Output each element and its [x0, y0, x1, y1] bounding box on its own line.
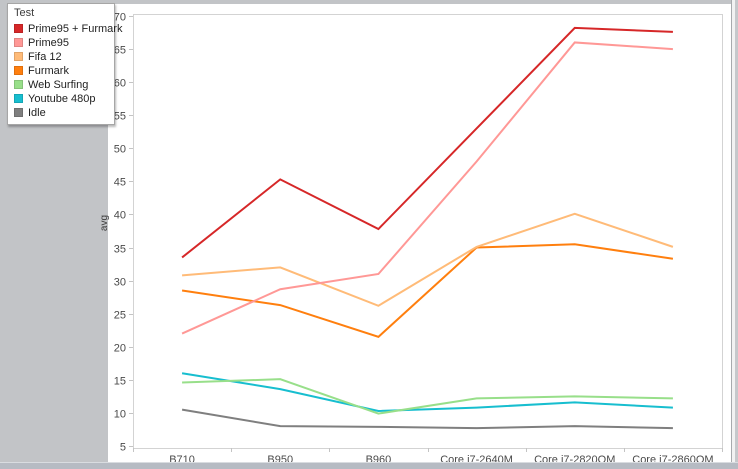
- y-tick-label: 35: [114, 244, 126, 256]
- legend-card[interactable]: Test Prime95 + Furmark Prime95 Fifa 12 Furm…: [7, 3, 122, 125]
- series-line-web-surfing[interactable]: [182, 378, 673, 415]
- y-tick-label: 55: [114, 111, 126, 123]
- legend-item-label: Furmark: [28, 64, 69, 77]
- series-line-idle[interactable]: [181, 408, 673, 430]
- legend-swatch-icon: [14, 24, 23, 33]
- series-line-prime95-furmark[interactable]: [181, 26, 673, 259]
- legend-swatch-icon: [14, 52, 23, 61]
- legend-item[interactable]: Prime95 + Furmark: [14, 22, 122, 35]
- legend-item-label: Fifa 12: [28, 50, 62, 63]
- y-tick-label: 45: [114, 177, 126, 189]
- series-line-youtube-480p[interactable]: [181, 372, 673, 412]
- legend-swatch-icon: [14, 38, 23, 47]
- series-line-furmark[interactable]: [181, 243, 674, 338]
- legend-item[interactable]: Idle: [14, 106, 114, 119]
- y-tick-label: 15: [114, 376, 126, 388]
- y-tick-label: 10: [114, 409, 126, 421]
- legend-item[interactable]: Web Surfing: [14, 78, 114, 91]
- window-bottom-edge: [0, 462, 738, 469]
- legend-item-label: Prime95: [28, 36, 69, 49]
- y-tick-label: 25: [114, 310, 126, 322]
- y-tick-label: 40: [114, 210, 126, 222]
- y-tick-label: 70: [114, 12, 126, 24]
- plot-border: [133, 14, 723, 449]
- legend-item-label: Prime95 + Furmark: [28, 22, 123, 35]
- y-tick-label: 30: [114, 277, 126, 289]
- legend-swatch-icon: [14, 94, 23, 103]
- legend-swatch-icon: [14, 80, 23, 89]
- legend-item[interactable]: Prime95: [14, 36, 114, 49]
- legend-swatch-icon: [14, 66, 23, 75]
- legend-item[interactable]: Youtube 480p: [14, 92, 114, 105]
- series-line-prime95[interactable]: [181, 41, 673, 335]
- legend-items: Prime95 + Furmark Prime95 Fifa 12 Furmark We…: [8, 22, 122, 119]
- legend-swatch-icon: [14, 108, 23, 117]
- legend-item-label: Idle: [28, 106, 46, 119]
- y-tick-label: 5: [120, 442, 126, 454]
- legend-item-label: Web Surfing: [28, 78, 89, 91]
- legend-item[interactable]: Fifa 12: [14, 50, 114, 63]
- y-tick-label: 20: [114, 343, 126, 355]
- legend-title: Test: [14, 7, 35, 19]
- y-tick-label: 65: [114, 45, 126, 57]
- vertical-scrollbar-track[interactable]: [731, 0, 738, 469]
- legend-item-label: Youtube 480p: [28, 92, 96, 105]
- y-tick-label: 60: [114, 78, 126, 90]
- y-tick-label: 50: [114, 144, 126, 156]
- legend-item[interactable]: Furmark: [14, 64, 114, 77]
- series-line-fifa-12[interactable]: [182, 212, 674, 307]
